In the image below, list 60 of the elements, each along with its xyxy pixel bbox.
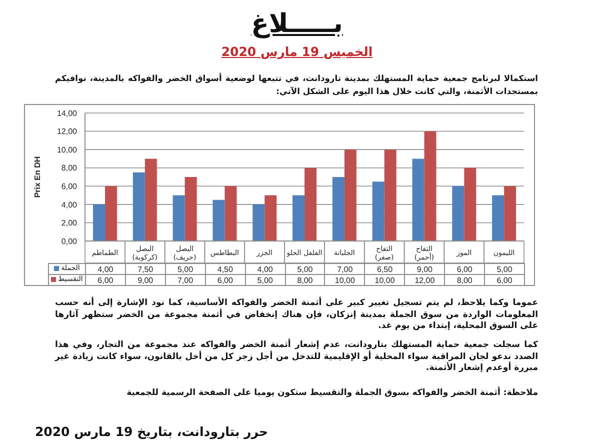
y-tick-label: 10,00 <box>56 145 78 154</box>
text: عموما وكما يلاحظ، لم يتم تسجيل تغيير كبير على أثمنة الخضر والفواكه الأساسية، كما نود الإشارة إلى أنه حسب المعلومات الواردة من سوق الجملة بمدينة إنزكان، فإن هناك إنخفاض في أثمنة مجموعة من الخضر ستظهر آثارها على السوق المحلية، إبتداء من يوم غد. <box>55 298 538 332</box>
y-tick-label: 12,00 <box>56 127 78 136</box>
data-label: 4,00 <box>86 264 126 274</box>
bar <box>264 195 277 241</box>
data-label: 9,00 <box>125 274 166 286</box>
data-label: 10,00 <box>324 274 365 286</box>
bar <box>344 150 356 241</box>
text: ملاحظة: أثمنة الخضر والفواكه بسوق الجملة والتقسيط ستكون يوميا على الصفحة الرسمية للجمعية <box>126 387 538 399</box>
chart-subtitle: الخميس 19 مارس 2020 <box>220 44 374 60</box>
y-axis-title: Prix En DH <box>32 156 42 198</box>
bar <box>504 186 516 241</box>
bar <box>224 186 237 241</box>
data-label: 8,00 <box>285 274 325 286</box>
text: استكمالا لبرنامج جمعية حماية المستهلك بمدينة تارودانت، في تتبعها لوضعية أسواق الخضر والفواكه بالمدينة، نوافيكم بمستجدات الأثمنة، والتي كانت خلال هذا اليوم على الشكل الآتي: <box>55 72 538 98</box>
data-label: 7,00 <box>165 274 206 286</box>
y-tick-label: 6,00 <box>61 182 78 191</box>
bar <box>132 172 145 241</box>
bar <box>184 177 197 241</box>
bar <box>252 204 265 241</box>
y-tick-label: 14,00 <box>56 108 78 118</box>
data-label: 8,00 <box>444 274 485 286</box>
data-label: 7,00 <box>324 264 365 274</box>
text: كما سجلت جمعية حماية المستهلك بتارودانت، عدم إشعار أثمنة الخضر والفواكه عند مجموعة من التجار، وفي هذا الصدد ندعو لجان المراقبة سواء المحلية أو الإقليمية للتدخل من أجل زجر كل من أخل بالقانون، سواء كانت زيادة غير مبررة أوعدم إشعار الأثمنة. <box>55 340 538 374</box>
bar <box>144 158 157 241</box>
data-label: 10,00 <box>364 274 405 286</box>
data-label: 6,00 <box>86 274 126 286</box>
data-label: 5,00 <box>165 264 206 274</box>
bar <box>384 150 396 241</box>
data-label: 5,00 <box>285 264 325 274</box>
bar <box>452 186 464 241</box>
bar <box>412 158 424 241</box>
bar <box>464 168 476 241</box>
bar <box>212 200 225 241</box>
data-label: 6,00 <box>205 274 246 286</box>
data-label: 5,00 <box>484 264 524 274</box>
bar <box>424 131 436 241</box>
bar <box>304 168 317 241</box>
data-label: 4,00 <box>245 264 286 274</box>
y-tick-label: 4,00 <box>61 200 78 210</box>
bar <box>492 195 504 241</box>
data-label: 6,00 <box>444 264 485 274</box>
bar <box>172 195 185 241</box>
bar <box>372 182 384 241</box>
y-tick-label: 8,00 <box>61 164 78 173</box>
data-label: 9,00 <box>404 264 445 274</box>
data-label: 5,00 <box>245 274 286 286</box>
y-tick-label: 0,00 <box>61 236 78 246</box>
data-label: 4,50 <box>205 264 246 274</box>
data-label: 7,50 <box>125 264 166 274</box>
bar <box>92 204 105 241</box>
y-tick-label: 2,00 <box>61 218 78 228</box>
chart-title: بـــــلاغ <box>250 8 344 40</box>
text: حرر بتارودانت، بتاريخ 19 مارس 2020 <box>34 424 268 440</box>
bar <box>332 177 344 241</box>
data-label: 6,50 <box>364 264 405 274</box>
data-label: 6,00 <box>484 274 524 286</box>
bar <box>104 186 117 241</box>
bar <box>292 195 305 241</box>
data-label: 12,00 <box>404 274 445 286</box>
